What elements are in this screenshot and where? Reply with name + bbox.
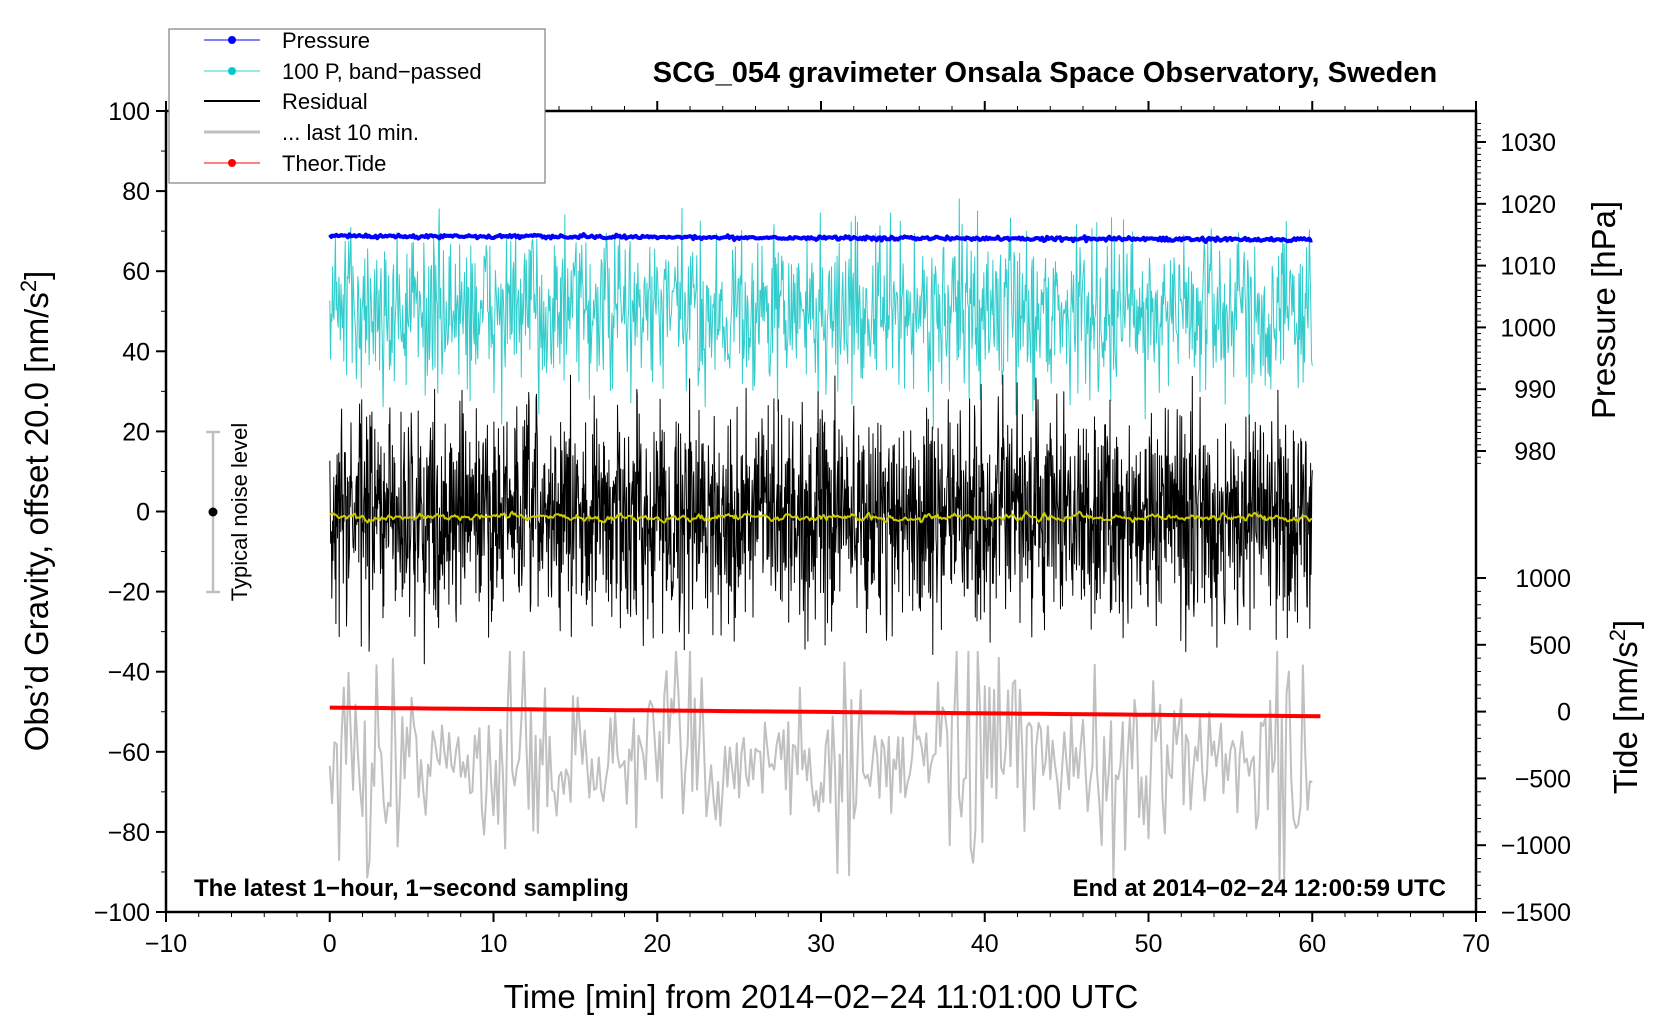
legend-box	[168, 28, 546, 184]
legend-item-band-passed: 100 P, band−passed	[204, 59, 482, 84]
x-tick-label: −10	[145, 930, 187, 958]
svg-text:Pressure: Pressure	[282, 28, 370, 53]
tide-tick-label: 500	[1529, 632, 1571, 660]
svg-text:Residual: Residual	[282, 89, 368, 114]
tide-axis-label: Tide [nm/s2]	[1605, 620, 1644, 794]
x-axis-label: Time [min] from 2014−02−24 11:01:00 UTC	[504, 978, 1139, 1015]
tide-tick-label: −500	[1515, 765, 1571, 793]
x-tick-label: 50	[1135, 930, 1163, 958]
x-tick-label: 60	[1298, 930, 1326, 958]
x-tick-label: 70	[1462, 930, 1490, 958]
legend-item-residual: Residual	[204, 89, 368, 114]
y-tick-label: 100	[108, 98, 150, 126]
y-tick-label: 0	[136, 499, 150, 527]
legend-item-pressure: Pressure	[204, 28, 370, 53]
y-tick-label: 20	[122, 418, 150, 446]
pressure-tick-label: 1000	[1500, 314, 1556, 342]
series-last-10-min	[328, 650, 1313, 881]
chart-title: SCG_054 gravimeter Onsala Space Observat…	[653, 57, 1437, 89]
noise-bar: Typical noise level	[206, 423, 252, 602]
y-axis-label: Obs’d Gravity, offset 20.0 [nm/s2]	[16, 271, 55, 752]
tide-tick-label: −1000	[1501, 832, 1571, 860]
annotation-right: End at 2014−02−24 12:00:59 UTC	[1072, 875, 1446, 902]
svg-text:Theor.Tide: Theor.Tide	[282, 151, 386, 176]
x-tick-label: 20	[643, 930, 671, 958]
y-tick-label: 40	[122, 338, 150, 366]
series-band-passed-pressure	[329, 198, 1313, 430]
noise-bar-label: Typical noise level	[227, 423, 252, 602]
y-tick-label: −80	[108, 819, 150, 847]
y-tick-label: −100	[94, 899, 150, 927]
x-tick-label: 30	[807, 930, 835, 958]
series-layer	[328, 198, 1321, 881]
pressure-tick-label: 980	[1514, 438, 1556, 466]
y-tick-label: −20	[108, 579, 150, 607]
y-tick-label: 60	[122, 258, 150, 286]
series-pressure	[328, 232, 1313, 244]
legend-item-theor-tide: Theor.Tide	[204, 151, 386, 176]
pressure-tick-label: 1030	[1500, 129, 1556, 157]
axes-layer: −10 0 10 20 30 40 50 60 70100806040200−20−40−60−…	[94, 98, 1571, 958]
series-theor-tide	[329, 705, 1321, 719]
legend-item-last-10-min: ... last 10 min.	[204, 120, 419, 145]
series-residual	[329, 374, 1313, 665]
x-tick-label: 10	[480, 930, 508, 958]
pressure-tick-label: 1010	[1500, 253, 1556, 281]
annotation-left: The latest 1−hour, 1−second sampling	[194, 875, 629, 902]
pressure-axis-label: Pressure [hPa]	[1585, 201, 1622, 419]
x-tick-label: 0	[323, 930, 337, 958]
y-tick-label: −60	[108, 739, 150, 767]
tide-tick-label: −1500	[1501, 899, 1571, 927]
svg-text:100 P, band−passed: 100 P, band−passed	[282, 59, 482, 84]
tide-tick-label: 1000	[1515, 565, 1571, 593]
y-tick-label: 80	[122, 178, 150, 206]
tide-tick-label: 0	[1557, 699, 1571, 727]
series-residual-smoothed	[329, 510, 1313, 524]
y-tick-label: −40	[108, 659, 150, 687]
pressure-tick-label: 990	[1514, 376, 1556, 404]
x-tick-label: 40	[971, 930, 999, 958]
legend: Pressure 100 P, band−passed Residual ...…	[168, 28, 546, 184]
svg-text:... last 10 min.: ... last 10 min.	[282, 120, 419, 145]
pressure-tick-label: 1020	[1500, 191, 1556, 219]
noise-center-dot	[208, 507, 218, 517]
